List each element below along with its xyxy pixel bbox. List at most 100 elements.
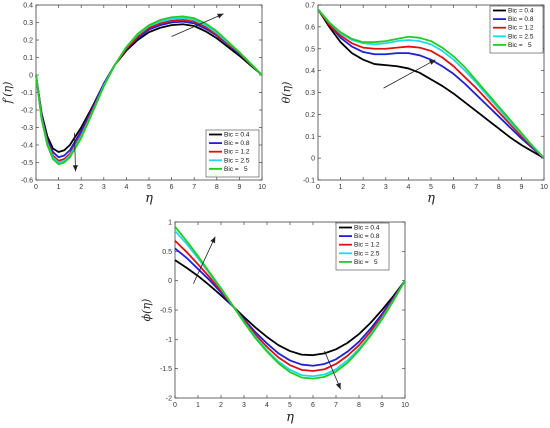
x-tick-label: 7	[334, 402, 338, 409]
x-tick-label: 2	[219, 402, 223, 409]
x-tick-label: 4	[124, 184, 128, 191]
x-tick-label: 9	[519, 184, 523, 191]
series-line-4	[317, 8, 545, 159]
trend-arrow-head	[210, 236, 216, 244]
x-tick-label: 9	[380, 402, 384, 409]
series-line-1	[35, 23, 263, 153]
x-tick-label: 8	[497, 184, 501, 191]
series-line-5	[317, 8, 545, 159]
y-tick-label: 0.7	[305, 3, 315, 10]
x-tick-label: 3	[102, 184, 106, 191]
y-tick-label: -1	[166, 337, 172, 344]
legend-label: Bic = 0.8	[508, 16, 534, 23]
y-tick-label: -0.4	[21, 143, 33, 150]
series-line-5	[174, 226, 406, 380]
legend-label: Bic = 5	[224, 166, 248, 173]
x-tick-label: 10	[401, 402, 409, 409]
y-tick-label: 0.2	[23, 38, 33, 45]
x-tick-label: 5	[288, 402, 292, 409]
legend-label: Bic = 0.4	[224, 132, 250, 139]
x-tick-label: 4	[265, 402, 269, 409]
y-tick-label: 0.5	[305, 46, 315, 53]
trend-arrow	[324, 350, 341, 390]
legend-label: Bic = 0.4	[508, 8, 534, 15]
y-tick-label: 0.1	[305, 134, 315, 141]
y-tick-label: 0.6	[305, 24, 315, 31]
y-tick-label: -0.6	[21, 178, 33, 185]
x-tick-label: 0	[173, 402, 177, 409]
series-line-3	[35, 18, 263, 162]
x-tick-label: 1	[339, 184, 343, 191]
x-tick-label: 6	[170, 184, 174, 191]
series-line-2	[317, 8, 545, 159]
series-line-5	[35, 15, 263, 166]
y-tick-label: 0.2	[305, 112, 315, 119]
y-tick-label: -0.5	[21, 160, 33, 167]
y-tick-label: 0.3	[23, 20, 33, 27]
y-tick-label: -0.1	[303, 178, 315, 185]
y-tick-label: -1.5	[160, 366, 172, 373]
trend-arrow	[383, 59, 436, 89]
legend-label: Bic = 1.2	[224, 149, 250, 156]
y-tick-label: -0.5	[160, 308, 172, 315]
y-tick-label: -0.3	[21, 125, 33, 132]
x-tick-label: 10	[540, 184, 548, 191]
legend-label: Bic = 2.5	[224, 157, 250, 164]
legend-label: Bic = 0.8	[354, 233, 380, 240]
legend-label: Bic = 1.2	[508, 25, 534, 32]
trend-arrow-head	[72, 165, 78, 172]
y-tick-label: 0.4	[23, 3, 33, 10]
x-tick-label: 3	[242, 402, 246, 409]
legend-label: Bic = 5	[354, 259, 378, 266]
series-line-1	[174, 259, 406, 357]
y-tick-label: -0.2	[21, 108, 33, 115]
y-axis-label: θ(η)	[280, 82, 293, 104]
y-tick-label: 0.1	[23, 55, 33, 62]
y-tick-label: 0	[29, 73, 33, 80]
x-tick-label: 0	[34, 184, 38, 191]
legend-label: Bic = 0.4	[354, 225, 380, 232]
trend-arrow	[193, 236, 216, 284]
panel-f-prime: 0 1 2 3 4 5 6 7 8 9 10 -0.6 -0.5 -0.4 -0.3 -0.2 -0.1 0 0.1…	[1, 3, 266, 207]
legend-label: Bic = 2.5	[508, 33, 534, 40]
x-tick-label: 7	[474, 184, 478, 191]
x-tick-label: 7	[192, 184, 196, 191]
series-line-3	[317, 8, 545, 159]
x-tick-label: 3	[384, 184, 388, 191]
y-axis-label: ϕ(η)	[140, 299, 153, 322]
y-tick-label: 0.5	[162, 249, 172, 256]
series-line-2	[174, 247, 406, 367]
x-tick-label: 10	[258, 184, 266, 191]
x-axis-label: η	[145, 191, 153, 206]
trend-arrow-head	[429, 59, 436, 65]
legend-label: Bic = 0.8	[224, 140, 250, 147]
panel-theta: 0 1 2 3 4 5 6 7 8 9 10-0.100.10.20.30.40.50.60.7Bi…	[280, 3, 548, 207]
y-tick-label: -2	[166, 396, 172, 403]
y-axis-label: f′(η)	[1, 82, 14, 105]
x-axis-label: η	[286, 410, 294, 425]
y-tick-label: 0.3	[305, 90, 315, 97]
x-tick-label: 1	[196, 402, 200, 409]
y-tick-label: 0.4	[305, 68, 315, 75]
trend-arrow-head	[217, 13, 224, 19]
trend-arrow	[74, 132, 76, 172]
y-tick-label: 1	[168, 220, 172, 227]
trend-arrow	[171, 13, 224, 37]
y-tick-label: -0.1	[21, 90, 33, 97]
x-tick-label: 0	[316, 184, 320, 191]
y-tick-label: 0	[168, 278, 172, 285]
x-tick-label: 9	[237, 184, 241, 191]
x-axis-label: η	[427, 191, 435, 206]
series-line-3	[174, 240, 406, 372]
x-tick-label: 5	[429, 184, 433, 191]
x-tick-label: 5	[147, 184, 151, 191]
legend-label: Bic = 2.5	[354, 250, 380, 257]
legend-label: Bic = 5	[508, 42, 532, 49]
x-tick-label: 8	[215, 184, 219, 191]
x-tick-label: 1	[57, 184, 61, 191]
x-tick-label: 4	[406, 184, 410, 191]
x-tick-label: 8	[357, 402, 361, 409]
x-tick-label: 6	[452, 184, 456, 191]
